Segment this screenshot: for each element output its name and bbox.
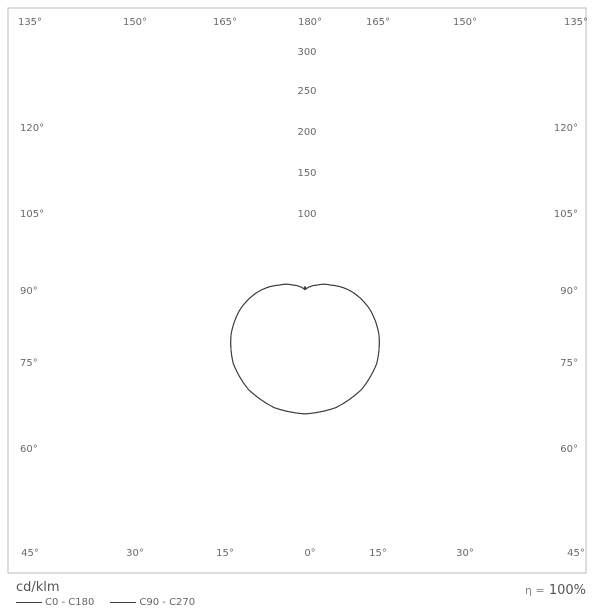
radial-tick-label: 150 (297, 168, 316, 179)
angle-label-bottom: 45° (21, 548, 39, 559)
radial-tick-label: 100 (297, 209, 316, 220)
radial-tick-label: 300 (297, 47, 316, 58)
angle-label-right: 120° (554, 123, 578, 134)
angle-label-bottom: 30° (126, 548, 144, 559)
angle-label-bottom: 15° (216, 548, 234, 559)
polar-diagram: 135° 150° 165° 180° 165° 150° 135° 45° 30° 15° 0° 1… (7, 7, 588, 574)
legend-item-c90-c270: C90 - C270 (110, 597, 195, 608)
intensity-curve-c90-c270 (230, 283, 380, 415)
legend-label: C0 - C180 (45, 597, 95, 608)
angle-label-bottom: 30° (456, 548, 474, 559)
legend-swatch (16, 602, 42, 603)
legend-label: C90 - C270 (139, 597, 196, 608)
unit-label: cd/klm (16, 580, 60, 595)
angle-label-bottom: 15° (369, 548, 387, 559)
angle-label-top: 165° (213, 17, 237, 28)
angle-label-left: 75° (20, 358, 38, 369)
angle-label-left: 90° (20, 286, 38, 297)
angle-label-bottom: 0° (304, 548, 315, 559)
angle-label-top: 150° (123, 17, 147, 28)
angle-label-right: 90° (560, 286, 578, 297)
angle-label-left: 60° (20, 444, 38, 455)
radial-tick-label: 250 (297, 86, 316, 97)
angle-label-top: 135° (18, 17, 42, 28)
chart-frame (7, 7, 587, 574)
legend-swatch (110, 602, 137, 603)
efficiency-label: η = 100% (525, 583, 586, 598)
angle-label-right: 75° (560, 358, 578, 369)
legend-item-c0-c180: C0 - C180 (16, 597, 94, 608)
angle-label-bottom: 45° (567, 548, 585, 559)
legend: C0 - C180 C90 - C270 (16, 597, 195, 608)
efficiency-value: 100% (548, 583, 586, 598)
angle-label-top: 150° (453, 17, 477, 28)
angle-label-left: 120° (20, 123, 44, 134)
angle-label-right: 60° (560, 444, 578, 455)
angle-label-left: 105° (20, 209, 44, 220)
angle-label-top: 135° (564, 17, 588, 28)
radial-tick-label: 200 (297, 127, 316, 138)
angle-label-right: 105° (554, 209, 578, 220)
efficiency-symbol: η = (525, 584, 545, 597)
angle-label-top: 165° (366, 17, 390, 28)
angle-label-top: 180° (298, 17, 322, 28)
